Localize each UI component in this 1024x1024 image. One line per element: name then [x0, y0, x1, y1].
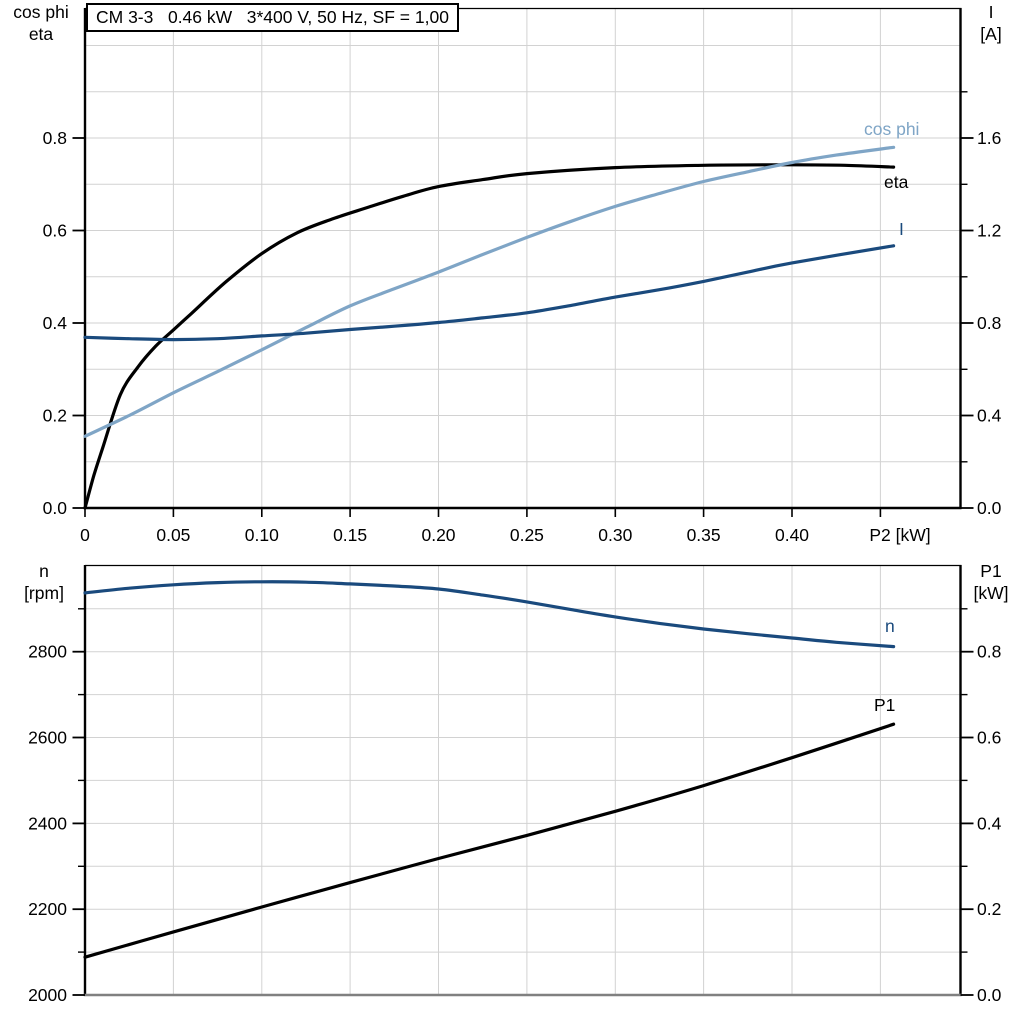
axis-title-p1: P1 — [980, 561, 1002, 581]
right-axis-tick-label: 0.0 — [977, 985, 1002, 1005]
axis-title-p1-unit: [kW] — [973, 582, 1009, 603]
right-axis-tick-label: 1.2 — [977, 221, 1001, 241]
axis-title-current-unit: [A] — [980, 23, 1002, 44]
p1-series-label: P1 — [874, 695, 896, 715]
n-curve — [83, 580, 896, 649]
right-axis-tick-label: 0.4 — [977, 406, 1002, 426]
axis-title-speed: n — [39, 561, 49, 581]
left-axis-tick-label: 0.4 — [43, 313, 68, 333]
x-axis-tick-label: 0 — [80, 525, 90, 545]
x-axis-tick-label: 0.35 — [687, 525, 721, 545]
eta-series-label: eta — [884, 172, 909, 192]
x-axis-tick-label: 0.40 — [775, 525, 809, 545]
x-axis-tick-label: 0.20 — [421, 525, 455, 545]
left-axis-tick-label: 2000 — [28, 985, 67, 1005]
cos phi-curve — [83, 145, 896, 438]
top-left-axis-title: cos phi eta — [2, 2, 80, 45]
left-axis-tick-label: 2800 — [28, 642, 67, 662]
bottom-left-axis-title: n [rpm] — [8, 561, 80, 604]
axis-title-speed-unit: [rpm] — [24, 582, 64, 603]
top-right-axis-title: I [A] — [960, 2, 1022, 45]
axis-title-cos-phi: cos phi — [13, 2, 69, 22]
x-axis-tick-label: 0.25 — [510, 525, 544, 545]
x-axis-tick-label: 0.05 — [156, 525, 190, 545]
x-axis-title: P2 [kW] — [869, 525, 930, 545]
right-axis-tick-label: 1.6 — [977, 128, 1001, 148]
left-axis-tick-label: 2400 — [28, 813, 67, 833]
left-axis-tick-label: 0.6 — [43, 221, 67, 241]
right-axis-tick-label: 0.0 — [977, 498, 1002, 518]
right-axis-tick-label: 0.6 — [977, 728, 1001, 748]
right-axis-tick-label: 0.8 — [977, 642, 1001, 662]
x-axis-tick-label: 0.30 — [598, 525, 632, 545]
eta-curve — [83, 163, 896, 510]
x-axis-tick-label: 0.10 — [245, 525, 279, 545]
I-curve — [83, 244, 896, 342]
current-series-label: I — [899, 219, 904, 239]
speed-series-label: n — [885, 616, 895, 636]
axis-title-eta: eta — [28, 23, 54, 44]
left-axis-tick-label: 0.8 — [43, 128, 67, 148]
chart-title: CM 3-3 0.46 kW 3*400 V, 50 Hz, SF = 1,00 — [86, 3, 459, 32]
right-axis-tick-label: 0.4 — [977, 813, 1002, 833]
left-axis-tick-label: 0.2 — [43, 406, 67, 426]
right-axis-tick-label: 0.8 — [977, 313, 1001, 333]
bottom-right-axis-title: P1 [kW] — [960, 561, 1022, 604]
left-axis-tick-label: 2200 — [28, 899, 67, 919]
axis-title-current: I — [988, 2, 994, 22]
P1-curve — [83, 722, 896, 959]
cos-phi-series-label: cos phi — [864, 119, 920, 139]
right-axis-tick-label: 0.2 — [977, 899, 1001, 919]
left-axis-tick-label: 2600 — [28, 728, 67, 748]
x-axis-tick-label: 0.15 — [333, 525, 367, 545]
left-axis-tick-label: 0.0 — [43, 498, 68, 518]
